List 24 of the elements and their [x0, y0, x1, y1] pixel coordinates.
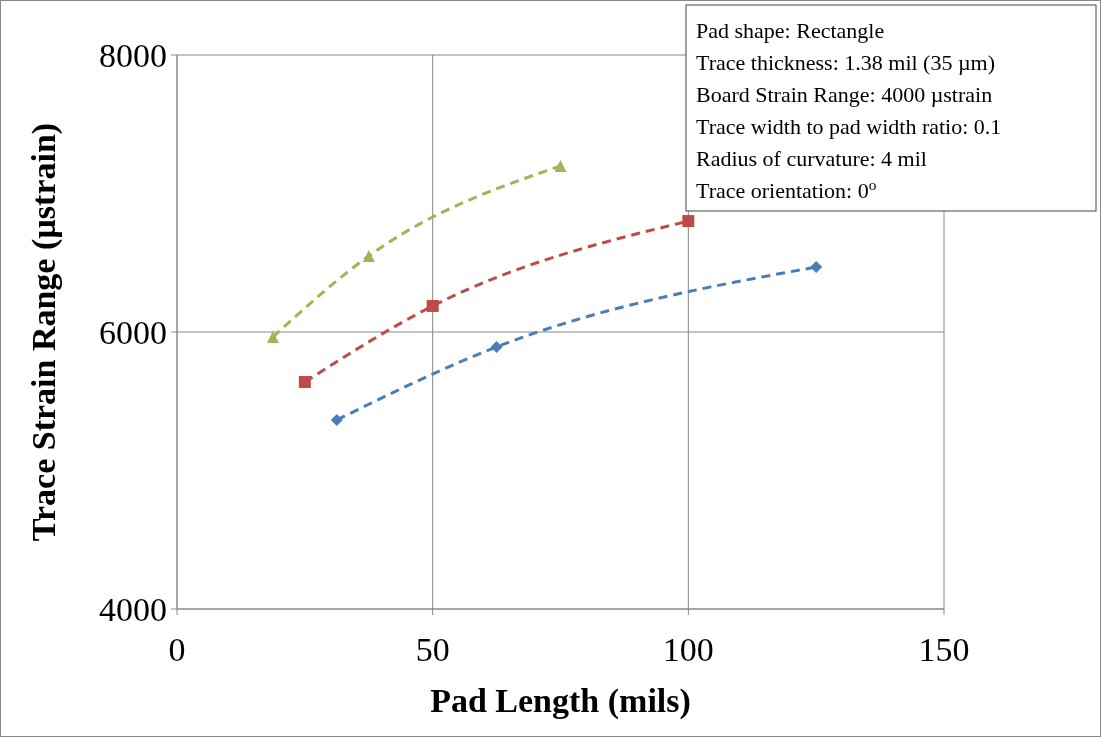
- annotation: Trace thickness: 1.38 mil (35 µm): [696, 50, 996, 75]
- point: [682, 215, 695, 228]
- x-tick-label: 0: [168, 631, 186, 668]
- point: [298, 376, 311, 388]
- point: [330, 413, 343, 426]
- point: [426, 299, 439, 312]
- point: [810, 261, 823, 274]
- y-tick-label: 8000: [99, 36, 167, 74]
- annotation: Board Strain Range: 4000 µstrain: [696, 82, 993, 107]
- point: [554, 159, 567, 172]
- point: [490, 340, 503, 353]
- x-tick-label: 150: [918, 631, 970, 668]
- text: Pad shape: Rectangle: [696, 18, 885, 43]
- point: [266, 330, 279, 343]
- x-tick-label: 50: [415, 631, 450, 668]
- annotation: Radius of curvature: 4 mil: [696, 146, 927, 171]
- point: [362, 249, 375, 262]
- y-tick-label: 6000: [99, 313, 167, 351]
- y-axis-title: Trace Strain Range (µstrain): [25, 122, 63, 542]
- annotation: Trace width to pad width ratio: 0.1: [696, 114, 1002, 139]
- annotation: Trace orientation: 0$^{o}$: [696, 175, 877, 203]
- y-tick-label: 4000: [99, 590, 167, 628]
- x-axis-title: Pad Length (mils): [430, 682, 691, 720]
- x-tick-label: 100: [662, 631, 714, 668]
